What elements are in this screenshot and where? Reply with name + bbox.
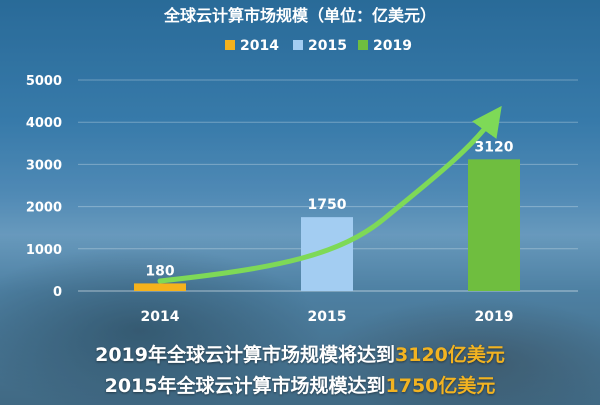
caption-2019: 2019年全球云计算市场规模将达到3120亿美元 — [0, 340, 600, 367]
legend-swatch-2014 — [225, 40, 235, 50]
y-tick-label-2000: 2000 — [26, 201, 62, 216]
y-tick-label-0: 0 — [53, 285, 62, 300]
data-label-2015: 1750 — [308, 197, 347, 213]
caption-2019-text: 2019年全球云计算市场规模将达到 — [95, 344, 395, 366]
x-tick-label-2015: 2015 — [308, 309, 347, 325]
x-axis: 2014 2015 2019 — [141, 309, 514, 325]
data-label-2019: 3120 — [475, 139, 514, 155]
y-axis: 0 1000 2000 3000 4000 5000 — [26, 74, 62, 300]
caption-2015: 2015年全球云计算市场规模达到1750亿美元 — [0, 371, 600, 398]
legend-swatch-2015 — [293, 40, 303, 50]
y-tick-label-3000: 3000 — [26, 158, 62, 173]
caption-2015-highlight: 1750亿美元 — [385, 375, 496, 397]
data-labels: 180 1750 3120 — [145, 139, 513, 279]
x-tick-label-2019: 2019 — [475, 309, 514, 325]
x-tick-label-2014: 2014 — [141, 309, 180, 325]
bar-2019 — [468, 159, 520, 291]
chart-title: 全球云计算市场规模（单位：亿美元） — [163, 6, 436, 25]
legend-label-2019: 2019 — [373, 38, 412, 54]
legend-swatch-2019 — [358, 40, 368, 50]
bars — [134, 159, 520, 291]
trend-curve — [157, 105, 502, 284]
caption-2015-text: 2015年全球云计算市场规模达到 — [104, 375, 386, 397]
data-label-2014: 180 — [145, 263, 174, 279]
y-tick-label-4000: 4000 — [26, 116, 62, 131]
legend: 2014 2015 2019 — [225, 38, 412, 54]
caption-2019-highlight: 3120亿美元 — [395, 344, 505, 366]
y-tick-label-1000: 1000 — [26, 243, 62, 258]
legend-label-2015: 2015 — [308, 38, 347, 54]
y-tick-label-5000: 5000 — [26, 74, 62, 89]
legend-label-2014: 2014 — [240, 38, 279, 54]
bar-2014 — [134, 283, 186, 291]
